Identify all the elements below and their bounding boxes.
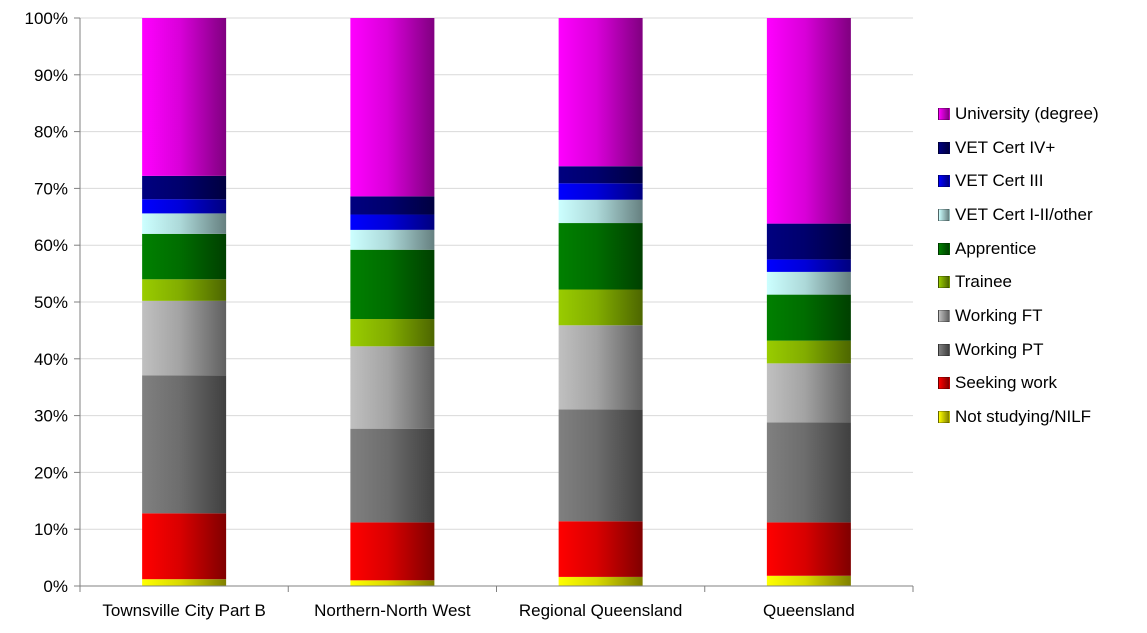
- legend-swatch: [938, 276, 950, 289]
- legend-label: Working PT: [955, 339, 1044, 359]
- y-tick-label: 10%: [34, 520, 68, 539]
- bar-segment: [142, 18, 227, 176]
- bar-segment: [350, 428, 435, 523]
- axes: [74, 17, 914, 592]
- bar-stack: [350, 18, 435, 586]
- bar-segment: [558, 183, 643, 200]
- y-tick-label: 80%: [34, 123, 68, 142]
- y-tick-label: 70%: [34, 179, 68, 198]
- y-tick-label: 0%: [43, 577, 68, 596]
- legend-label: VET Cert III: [955, 171, 1044, 191]
- bar-segment: [350, 346, 435, 429]
- legend-label: University (degree): [955, 103, 1099, 123]
- legend-swatch: [938, 107, 950, 120]
- bar-segment: [142, 279, 227, 301]
- x-tick-label: Queensland: [763, 601, 855, 620]
- y-tick-label: 40%: [34, 350, 68, 369]
- legend-label: VET Cert I-II/other: [955, 204, 1093, 224]
- bar-segment: [350, 214, 435, 230]
- legend-item: Apprentice: [938, 232, 1143, 266]
- legend-item: Not studying/NILF: [938, 400, 1143, 434]
- legend-label: Not studying/NILF: [955, 407, 1092, 427]
- x-tick-label: Northern-North West: [314, 601, 471, 620]
- bar-segment: [558, 223, 643, 290]
- legend-item: VET Cert IV+: [938, 131, 1143, 165]
- bar-segment: [142, 579, 227, 586]
- legend-swatch: [938, 309, 950, 322]
- bar-segment: [766, 294, 851, 341]
- bar-segment: [766, 18, 851, 224]
- bar-stack: [142, 18, 227, 586]
- bar-segment: [766, 422, 851, 523]
- bar-segment: [350, 18, 435, 197]
- bar-segment: [350, 580, 435, 586]
- bar-stack: [558, 18, 643, 586]
- bar-segment: [350, 522, 435, 581]
- bar-segment: [558, 576, 643, 586]
- bar-segment: [350, 229, 435, 250]
- legend-item: VET Cert I-II/other: [938, 198, 1143, 232]
- y-tick-label: 100%: [25, 9, 68, 28]
- bar-segment: [766, 340, 851, 364]
- bar-segment: [558, 166, 643, 184]
- legend-swatch: [938, 175, 950, 188]
- bar-segment: [142, 300, 227, 376]
- bar-segment: [558, 325, 643, 410]
- y-tick-label: 30%: [34, 407, 68, 426]
- legend-swatch: [938, 377, 950, 390]
- legend-swatch: [938, 343, 950, 356]
- legend-swatch: [938, 208, 950, 221]
- y-tick-label: 90%: [34, 66, 68, 85]
- legend-item: University (degree): [938, 97, 1143, 131]
- legend: University (degree) VET Cert IV+ VET Cert …: [938, 97, 1143, 434]
- legend-label: Apprentice: [955, 238, 1037, 258]
- bar-segment: [350, 196, 435, 215]
- legend-label: VET Cert IV+: [955, 137, 1056, 157]
- bar-segment: [142, 199, 227, 214]
- bar-segment: [142, 213, 227, 234]
- legend-item: Working PT: [938, 333, 1143, 367]
- legend-label: Seeking work: [955, 373, 1058, 393]
- bar-segment: [350, 319, 435, 347]
- bar-segment: [558, 199, 643, 224]
- bar-segment: [558, 409, 643, 522]
- legend-swatch: [938, 411, 950, 424]
- y-tick-label: 60%: [34, 236, 68, 255]
- bars: [142, 18, 851, 586]
- bar-stack: [766, 18, 851, 586]
- bar-segment: [142, 375, 227, 514]
- legend-item: Seeking work: [938, 367, 1143, 401]
- legend-item: Working FT: [938, 299, 1143, 333]
- bar-segment: [766, 223, 851, 260]
- legend-swatch: [938, 242, 950, 255]
- bar-segment: [350, 249, 435, 320]
- legend-swatch: [938, 141, 950, 154]
- bar-segment: [142, 513, 227, 580]
- bar-segment: [142, 233, 227, 280]
- bar-segment: [558, 289, 643, 326]
- bar-segment: [142, 175, 227, 200]
- bar-segment: [558, 18, 643, 167]
- tick-labels: 0% 10% 20% 30% 40% 50% 60% 70% 80% 90% 100% Townsvi…: [25, 9, 855, 620]
- bar-segment: [766, 271, 851, 295]
- bar-segment: [558, 521, 643, 577]
- bar-segment: [766, 259, 851, 272]
- legend-item: Trainee: [938, 265, 1143, 299]
- y-tick-label: 20%: [34, 463, 68, 482]
- bar-segment: [766, 522, 851, 576]
- x-tick-label: Townsville City Part B: [102, 601, 265, 620]
- legend-label: Trainee: [955, 272, 1013, 292]
- bar-segment: [766, 363, 851, 423]
- legend-item: VET Cert III: [938, 164, 1143, 198]
- legend-label: Working FT: [955, 305, 1043, 325]
- x-tick-label: Regional Queensland: [519, 601, 683, 620]
- y-tick-label: 50%: [34, 293, 68, 312]
- bar-segment: [766, 575, 851, 586]
